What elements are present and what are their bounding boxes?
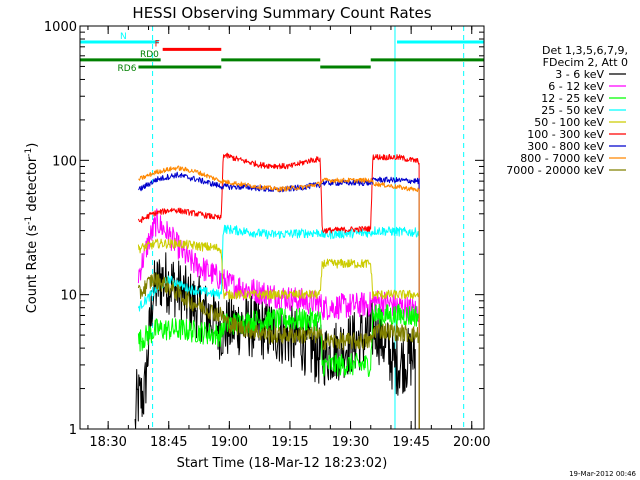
y-axis-label-sup2: -1 bbox=[24, 148, 34, 157]
y-tick-label-1: 10 bbox=[60, 289, 77, 304]
flag-label-1: F bbox=[155, 39, 160, 49]
x-tick-label-1: 18:45 bbox=[150, 435, 187, 450]
series-line-3 bbox=[137, 224, 420, 430]
legend-label-6: 300 - 800 keV bbox=[527, 140, 604, 153]
y-axis-label-mid: detector bbox=[25, 156, 40, 216]
y-tick-label-0: 1 bbox=[69, 423, 77, 438]
axes: 18:30 18:45 19:00 19:15 19:30 19:45 20:00 1 10 10… bbox=[44, 20, 491, 450]
x-axis-label: Start Time (18-Mar-12 18:23:02) bbox=[177, 456, 388, 471]
legend-label-3: 25 - 50 keV bbox=[541, 104, 604, 117]
legend-header-2: FDecim 2, Att 0 bbox=[543, 56, 628, 69]
series-line-2 bbox=[137, 303, 420, 430]
plot-area bbox=[79, 26, 465, 430]
series-line-8 bbox=[137, 272, 420, 430]
x-tick-label-5: 19:45 bbox=[392, 435, 429, 450]
x-tick-label-0: 18:30 bbox=[89, 435, 126, 450]
footer-timestamp: 19-Mar-2012 00:46 bbox=[569, 470, 636, 478]
y-tick-label-3: 1000 bbox=[44, 20, 77, 35]
plot-frame bbox=[79, 25, 485, 430]
chart-title: HESSI Observing Summary Count Rates bbox=[132, 4, 431, 22]
legend-label-5: 100 - 300 keV bbox=[527, 128, 604, 141]
series-line-4 bbox=[137, 238, 420, 430]
legend-label-1: 6 - 12 keV bbox=[548, 80, 604, 93]
series-line-7 bbox=[138, 165, 420, 430]
legend-label-8: 7000 - 20000 keV bbox=[506, 164, 604, 177]
legend-label-4: 50 - 100 keV bbox=[534, 116, 604, 129]
legend-label-7: 800 - 7000 keV bbox=[520, 152, 604, 165]
flag-label-0: N bbox=[120, 32, 127, 42]
flag-label-3: RD6 bbox=[118, 64, 137, 74]
y-tick-label-2: 100 bbox=[52, 154, 77, 169]
x-tick-label-4: 19:30 bbox=[332, 435, 369, 450]
x-tick-label-3: 19:15 bbox=[271, 435, 308, 450]
legend-label-2: 12 - 25 keV bbox=[541, 92, 604, 105]
y-axis-label-end: ) bbox=[25, 143, 40, 148]
y-axis-label: Count Rate (s-1 detector-1) bbox=[24, 143, 40, 314]
flag-label-2: RD0 bbox=[140, 50, 159, 60]
y-axis-label-main: Count Rate (s bbox=[25, 225, 40, 314]
series-line-5 bbox=[137, 152, 420, 430]
legend: Det 1,3,5,6,7,9, FDecim 2, Att 0 3 - 6 k… bbox=[506, 44, 628, 177]
y-axis-label-sup1: -1 bbox=[24, 216, 34, 225]
x-tick-label-6: 20:00 bbox=[453, 435, 490, 450]
series-line-0 bbox=[134, 252, 416, 430]
x-tick-label-2: 19:00 bbox=[211, 435, 248, 450]
legend-header-1: Det 1,3,5,6,7,9, bbox=[542, 44, 628, 57]
legend-label-0: 3 - 6 keV bbox=[555, 68, 604, 81]
